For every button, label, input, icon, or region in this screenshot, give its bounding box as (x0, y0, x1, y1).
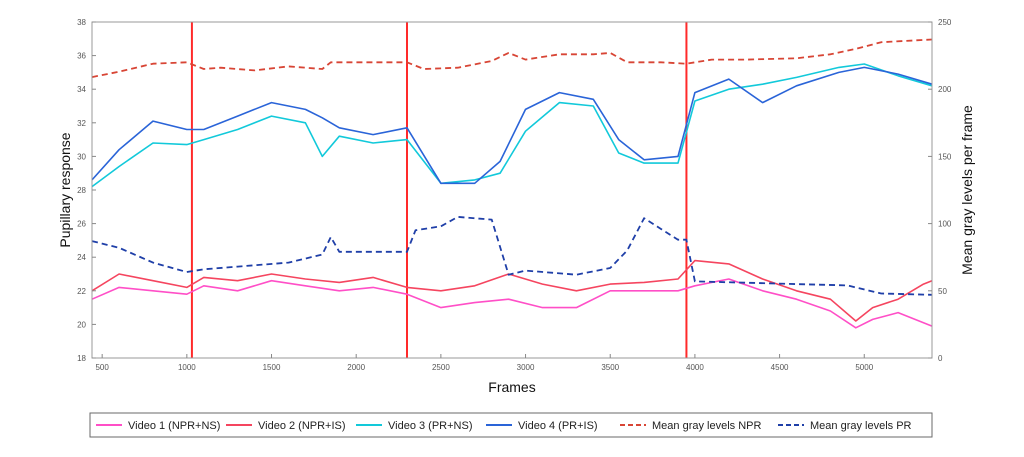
y-left-tick-label: 20 (77, 320, 86, 329)
y-right-tick-label: 100 (938, 220, 952, 229)
y-axis-left-label: Pupillary response (57, 132, 73, 247)
y-left-tick-label: 22 (77, 287, 86, 296)
y-left-tick-label: 28 (77, 186, 86, 195)
x-tick-label: 500 (95, 363, 109, 372)
y-left-tick-label: 30 (77, 152, 86, 161)
x-tick-label: 3500 (601, 363, 619, 372)
x-tick-label: 4000 (686, 363, 704, 372)
y-right-tick-label: 50 (938, 287, 947, 296)
y-left-tick-label: 36 (77, 52, 86, 61)
boundary-markers (190, 22, 688, 358)
series-line-4 (91, 66, 933, 185)
series-line-1 (91, 278, 933, 329)
y-axis-right-label: Mean gray levels per frame (959, 105, 975, 275)
legend-label-6: Mean gray levels PR (810, 420, 912, 432)
x-tick-label: 4500 (771, 363, 789, 372)
y-left-tick-label: 24 (77, 253, 86, 262)
y-right-tick-label: 150 (938, 152, 952, 161)
x-tick-label: 1000 (178, 363, 196, 372)
legend-label-5: Mean gray levels NPR (652, 420, 761, 432)
legend-label-3: Video 3 (PR+NS) (388, 420, 472, 432)
y-left-tick-label: 38 (77, 18, 86, 27)
series-line-3 (91, 63, 933, 188)
series-line-6 (91, 215, 933, 296)
legend: Video 1 (NPR+NS) Video 2 (NPR+IS) Video 3 … (89, 412, 933, 438)
x-tick-label: 2500 (432, 363, 450, 372)
y-right-tick-label: 250 (938, 18, 952, 27)
legend-label-2: Video 2 (NPR+IS) (258, 420, 346, 432)
y-left-tick-label: 34 (77, 85, 86, 94)
series-line-2 (91, 259, 933, 322)
x-axis-label: Frames (488, 379, 535, 395)
legend-label-1: Video 1 (NPR+NS) (128, 420, 220, 432)
series-lines (91, 38, 933, 329)
axes: 500 1000 1500 2000 2500 3000 3500 4000 4500 50001… (77, 18, 952, 372)
y-right-tick-label: 200 (938, 85, 952, 94)
y-left-tick-label: 32 (77, 119, 86, 128)
x-tick-label: 5000 (855, 363, 873, 372)
x-tick-label: 3000 (517, 363, 535, 372)
legend-label-4: Video 4 (PR+IS) (518, 420, 598, 432)
y-right-tick-label: 0 (938, 354, 943, 363)
y-left-tick-label: 26 (77, 220, 86, 229)
x-tick-label: 2000 (347, 363, 365, 372)
x-tick-label: 1500 (263, 363, 281, 372)
y-left-tick-label: 18 (77, 354, 86, 363)
